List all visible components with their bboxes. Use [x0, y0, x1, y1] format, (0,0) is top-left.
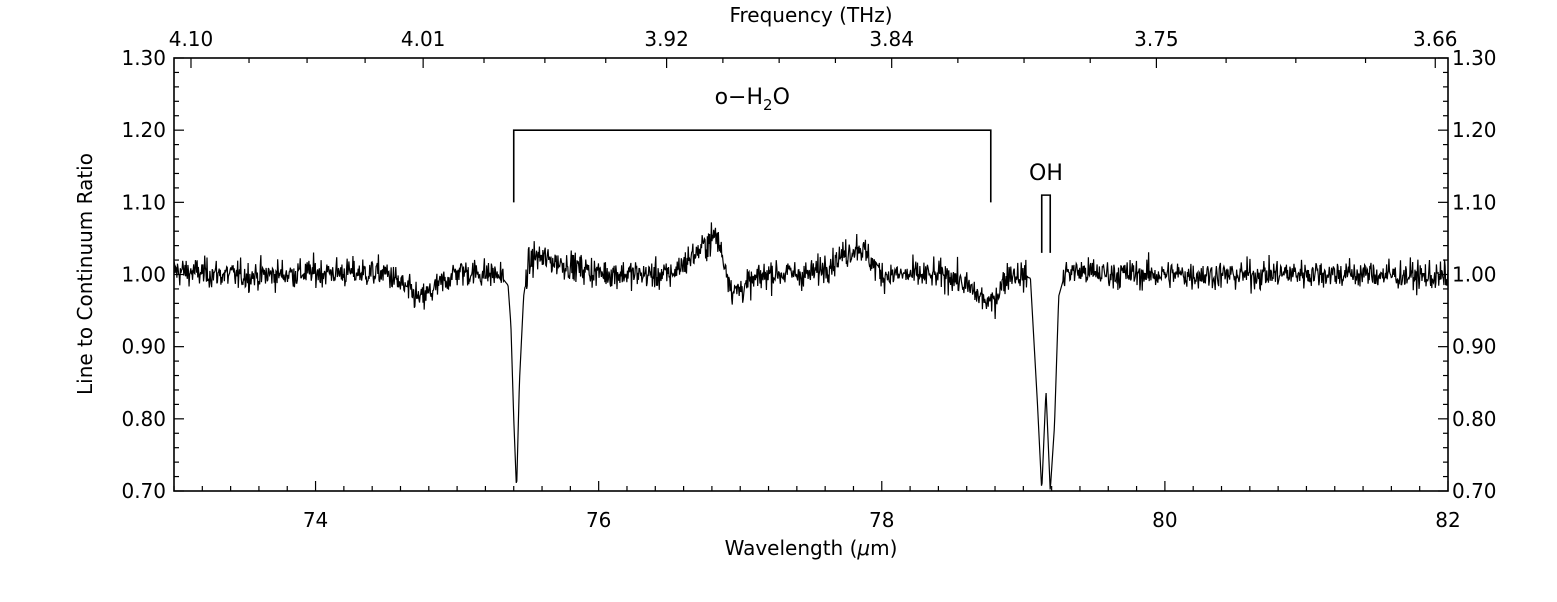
- y-tick-label-right: 1.20: [1452, 118, 1497, 142]
- y-tick-label-right: 1.30: [1452, 46, 1497, 70]
- top-tick-label: 3.84: [869, 27, 914, 51]
- x-tick-label: 78: [869, 508, 894, 532]
- top-axis-title: Frequency (THz): [729, 3, 892, 27]
- x-tick-label: 74: [303, 508, 328, 532]
- top-tick-label: 3.75: [1134, 27, 1179, 51]
- tick-labels: 74 76 78 80 82 4.10 4.01 3.92 3.84 3.75 3.66 0.70 0.…: [121, 27, 1496, 532]
- y-tick-label-right: 0.70: [1452, 479, 1497, 503]
- h2o-label: o−H2O: [715, 85, 790, 114]
- top-tick-label: 3.92: [644, 27, 689, 51]
- y-tick-label-left: 0.80: [121, 407, 166, 431]
- top-tick-label: 4.10: [169, 27, 214, 51]
- mu-symbol: μ: [856, 536, 870, 560]
- spectrum-line: [173, 222, 1449, 490]
- y-tick-label-right: 1.10: [1452, 190, 1497, 214]
- y-tick-label-left: 1.30: [121, 46, 166, 70]
- y-tick-label-right: 0.80: [1452, 407, 1497, 431]
- axis-ticks: [173, 57, 1449, 492]
- y-axis-title: Line to Continuum Ratio: [73, 153, 97, 395]
- y-tick-label-right: 1.00: [1452, 263, 1497, 287]
- y-tick-label-left: 0.90: [121, 335, 166, 359]
- x-tick-label: 82: [1435, 508, 1460, 532]
- y-tick-label-left: 1.10: [121, 190, 166, 214]
- annotations: o−H2O OH: [512, 85, 1063, 253]
- top-tick-label: 3.66: [1413, 27, 1458, 51]
- oh-label: OH: [1029, 161, 1063, 186]
- x-axis-title: Wavelength (μm): [725, 536, 898, 560]
- x-tick-label: 76: [586, 508, 611, 532]
- y-tick-label-left: 1.20: [121, 118, 166, 142]
- top-tick-label: 4.01: [401, 27, 446, 51]
- h2o-bracket: [512, 129, 992, 203]
- oh-marker: [1040, 194, 1052, 253]
- y-tick-label-right: 0.90: [1452, 335, 1497, 359]
- y-tick-label-left: 0.70: [121, 479, 166, 503]
- x-tick-label: 80: [1152, 508, 1177, 532]
- y-tick-label-left: 1.00: [121, 263, 166, 287]
